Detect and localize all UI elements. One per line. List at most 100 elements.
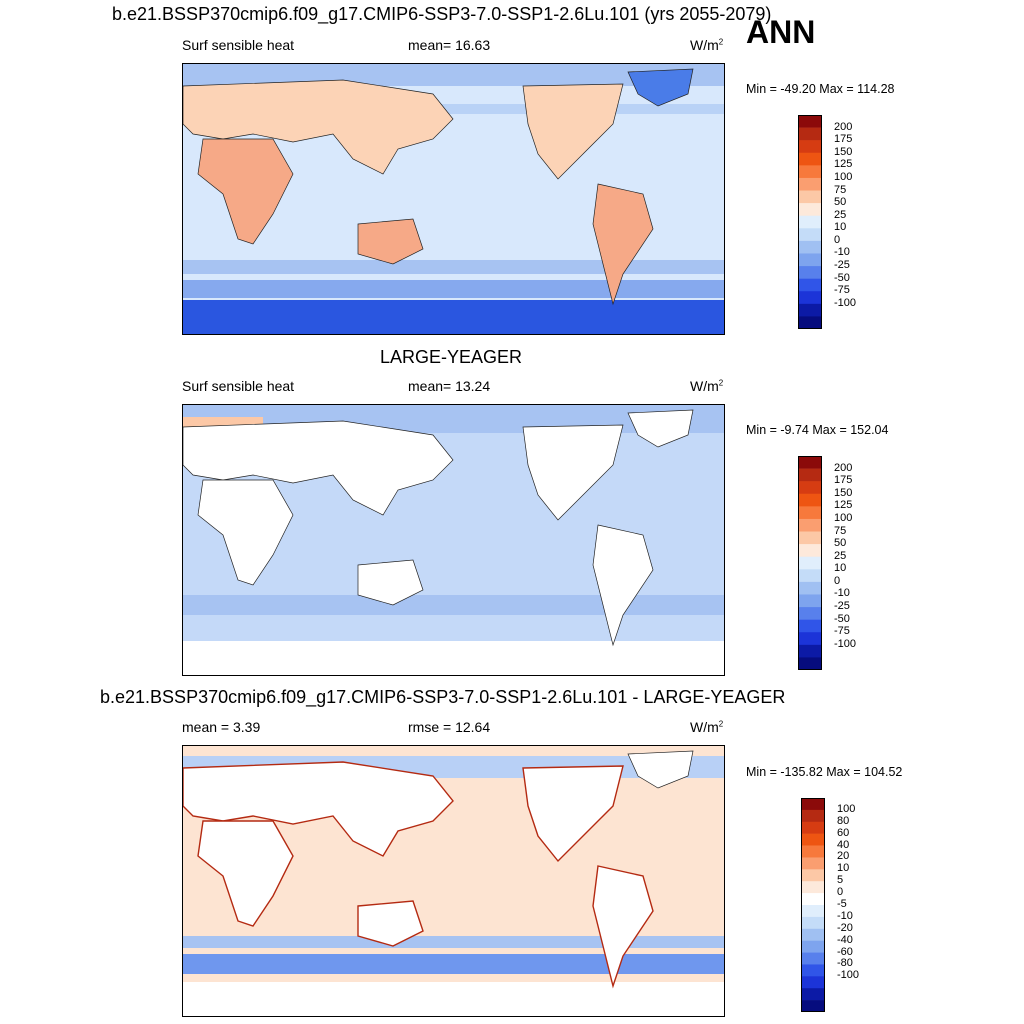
colorbar-swatch (798, 278, 822, 292)
colorbar-tick-label: -5 (837, 898, 847, 910)
north-america (522, 424, 624, 521)
colorbar-tick-label: 175 (834, 133, 853, 146)
colorbar-swatch (798, 569, 822, 583)
colorbar-swatch (798, 177, 822, 191)
colorbar-tick-label: -40 (837, 933, 853, 946)
colorbar-tick-label: -75 (834, 284, 850, 297)
panel2-mean: mean= 13.24 (408, 378, 491, 394)
colorbar-swatch (798, 531, 822, 545)
colorbar-tick-label: 75 (834, 524, 847, 537)
greenland (627, 409, 694, 448)
colorbar-swatch (801, 928, 825, 941)
colorbar-swatch (798, 632, 822, 646)
greenland (627, 68, 694, 107)
australia (357, 218, 424, 265)
panel3-mean: mean = 3.39 (182, 719, 261, 735)
colorbar-swatch (798, 506, 822, 520)
colorbar-tick-label: 40 (837, 838, 850, 851)
colorbar-swatch (801, 881, 825, 894)
north-ocean-band (183, 104, 724, 114)
colorbar-tick-label: 80 (837, 814, 850, 827)
colorbar-swatch (801, 833, 825, 846)
colorbar-tick-label: 0 (837, 886, 844, 899)
colorbar-tick-label: -10 (837, 909, 853, 922)
colorbar-tick-label: -50 (834, 612, 850, 625)
antarctica (183, 982, 724, 1016)
colorbar-swatch (798, 203, 822, 217)
panel1-title: b.e21.BSSP370cmip6.f09_g17.CMIP6-SSP3-7.… (112, 4, 772, 24)
colorbar-swatch (798, 481, 822, 495)
colorbar-swatch (801, 940, 825, 953)
panel3-minmax: Min = -135.82 Max = 104.52 (746, 765, 903, 779)
panel1-mean: mean= 16.63 (408, 37, 491, 53)
colorbar-tick-label: -75 (834, 625, 850, 638)
antarctica (183, 641, 724, 675)
colorbar-swatch (798, 140, 822, 154)
greenland (627, 750, 694, 789)
southern-ocean-band-2 (183, 954, 724, 974)
colorbar-swatch (801, 821, 825, 834)
colorbar-frame (798, 456, 822, 670)
colorbar-tick-label: 200 (834, 461, 853, 474)
eurasia (183, 420, 454, 516)
panel2-map-svg (183, 405, 724, 675)
colorbar-tick-label: 100 (834, 170, 853, 183)
season-label: ANN (746, 14, 816, 50)
colorbar-swatch (798, 518, 822, 532)
north-atlantic-warm (183, 417, 263, 427)
southern-ocean-band (183, 260, 724, 274)
panel1-minmax: Min = -49.20 Max = 114.28 (746, 82, 895, 96)
colorbar-swatch (801, 857, 825, 870)
colorbar-swatch (801, 976, 825, 989)
panel3-colorbar (801, 798, 825, 1012)
colorbar-swatch (798, 657, 822, 670)
colorbar-swatch (801, 964, 825, 977)
colorbar-swatch (798, 581, 822, 595)
panel1-map (182, 63, 725, 335)
colorbar-swatch (798, 215, 822, 229)
australia (357, 900, 424, 947)
africa (197, 138, 294, 245)
colorbar-tick-label: 100 (834, 511, 853, 524)
colorbar-swatch (801, 869, 825, 882)
colorbar-swatch (798, 127, 822, 141)
colorbar-swatch (801, 905, 825, 918)
north-america (522, 83, 624, 180)
panel2-minmax: Min = -9.74 Max = 152.04 (746, 423, 889, 437)
colorbar-swatch (798, 266, 822, 279)
colorbar-tick-label: 100 (837, 802, 856, 815)
colorbar-swatch (798, 619, 822, 633)
colorbar-tick-label: 60 (837, 826, 850, 839)
colorbar-tick-label: 0 (834, 233, 841, 246)
colorbar-frame (801, 798, 825, 1012)
colorbar-tick-label: 125 (834, 158, 853, 171)
panel2-title: LARGE-YEAGER (380, 347, 523, 367)
colorbar-tick-label: -100 (834, 637, 857, 650)
colorbar-frame (798, 115, 822, 329)
colorbar-swatch (798, 607, 822, 620)
colorbar-tick-label: 50 (834, 196, 847, 209)
colorbar-tick-label: 50 (834, 537, 847, 550)
arctic-band (183, 64, 724, 86)
colorbar-tick-label: 25 (834, 549, 847, 562)
colorbar-tick-label: 10 (834, 221, 847, 234)
south-america (592, 865, 654, 989)
panel3-map (182, 745, 725, 1017)
colorbar-tick-label: 0 (834, 574, 841, 587)
southern-ocean-band (183, 595, 724, 615)
colorbar-swatch (798, 291, 822, 305)
colorbar-swatch (801, 845, 825, 858)
colorbar-swatch (801, 893, 825, 906)
colorbar-swatch (798, 493, 822, 507)
colorbar-swatch (798, 165, 822, 179)
colorbar-tick-label: -10 (834, 587, 850, 600)
colorbar-swatch (798, 316, 822, 329)
colorbar-tick-label: 150 (834, 145, 853, 158)
panel3-units: W/m2 (690, 719, 724, 735)
colorbar-swatch (798, 544, 822, 558)
north-america (522, 765, 624, 863)
panel2-map (182, 404, 725, 676)
colorbar-swatch (801, 809, 825, 823)
antarctica (183, 300, 724, 334)
south-america (592, 524, 654, 647)
